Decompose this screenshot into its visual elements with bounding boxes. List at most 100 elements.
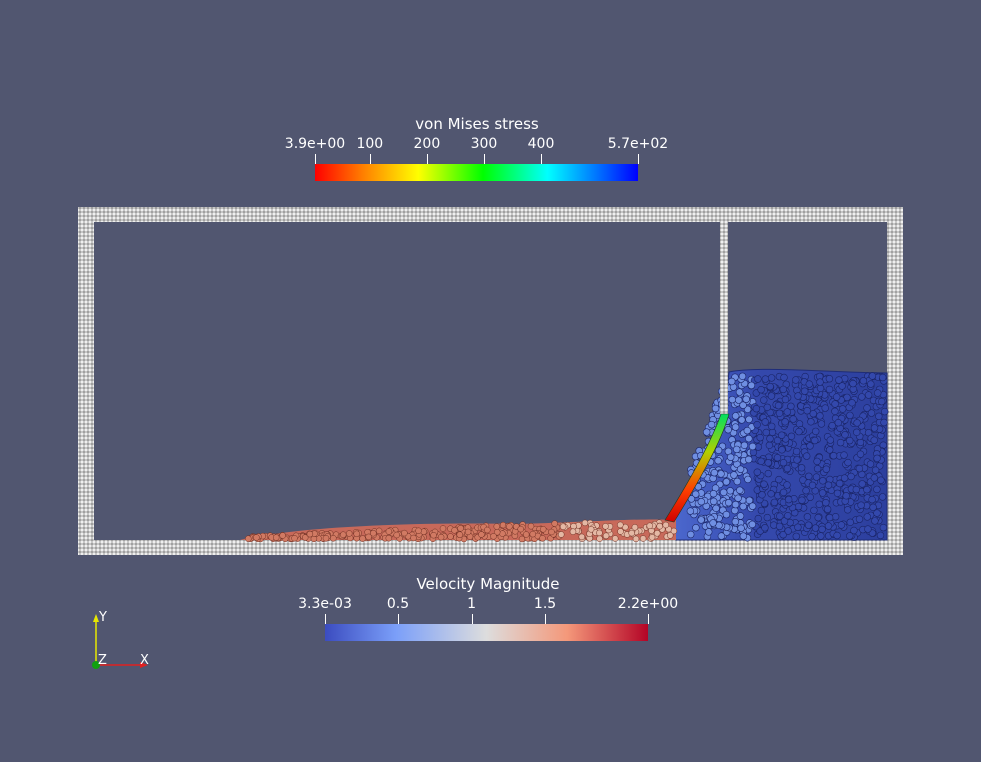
water-particle xyxy=(742,395,750,403)
velocity-tick-mark xyxy=(648,614,649,624)
water-particle xyxy=(763,403,771,411)
velocity-tick-label: 2.2e+00 xyxy=(617,596,679,612)
water-particle xyxy=(757,457,765,465)
water-particle xyxy=(734,494,742,502)
water-particle xyxy=(858,480,866,488)
surge-particle xyxy=(639,535,647,542)
water-particle xyxy=(816,412,824,420)
water-particle xyxy=(789,415,797,423)
elastic-gate-upper xyxy=(720,222,728,414)
tank-right-wall xyxy=(887,207,903,555)
water-particle xyxy=(710,469,719,477)
water-particle xyxy=(744,475,752,484)
water-particle xyxy=(866,460,875,468)
water-particle xyxy=(779,488,788,497)
surge-particle xyxy=(548,528,555,536)
elastic-gate-bent xyxy=(664,413,730,523)
surge-particle xyxy=(484,526,491,534)
water-particle xyxy=(822,465,830,473)
surge-particles xyxy=(245,519,678,543)
water-particle xyxy=(764,459,772,467)
surge-particle xyxy=(646,522,654,530)
stress-legend-title: von Mises stress xyxy=(415,115,539,133)
water-particle xyxy=(779,530,787,539)
water-particle xyxy=(877,397,886,406)
water-particle xyxy=(780,373,788,382)
water-particle xyxy=(824,522,833,530)
water-particle xyxy=(807,418,815,426)
axis-x-label: X xyxy=(140,653,149,668)
water-particle xyxy=(864,525,872,533)
water-particle xyxy=(756,433,764,442)
velocity-tick-mark xyxy=(472,614,473,624)
water-particle xyxy=(697,498,705,506)
surge-particle xyxy=(617,528,624,535)
water-particle xyxy=(802,452,811,460)
surge-particle xyxy=(596,529,603,537)
water-particle xyxy=(877,476,885,484)
water-particle xyxy=(815,500,823,508)
water-particle xyxy=(878,373,887,382)
water-particle xyxy=(833,489,842,497)
surge-particle xyxy=(439,525,447,532)
water-particle xyxy=(794,502,803,511)
water-particle xyxy=(810,506,818,515)
water-particle xyxy=(868,495,876,504)
velocity-colorbar[interactable] xyxy=(325,624,648,641)
water-particle xyxy=(777,431,786,439)
water-particle xyxy=(863,513,871,521)
water-particle xyxy=(745,415,753,424)
surge-particle xyxy=(353,530,360,538)
surge-particle xyxy=(253,534,260,541)
water-particle xyxy=(840,451,848,459)
water-particle xyxy=(779,385,787,394)
water-particle xyxy=(869,503,877,511)
water-particle xyxy=(709,519,717,527)
surge-particle xyxy=(581,519,589,527)
water-particle xyxy=(739,401,747,409)
surge-particle xyxy=(415,527,422,535)
water-particle xyxy=(870,424,879,432)
water-particle xyxy=(857,501,865,509)
water-particle xyxy=(835,479,844,488)
water-particle xyxy=(722,478,731,486)
water-particle xyxy=(752,405,761,413)
water-particle xyxy=(879,523,888,532)
water-particle xyxy=(818,489,827,497)
tank-walls xyxy=(78,207,903,555)
water-particle xyxy=(880,407,889,416)
water-particle xyxy=(867,409,876,417)
stress-tick-mark xyxy=(427,154,428,164)
surge-particle xyxy=(559,523,567,530)
water-particle xyxy=(767,422,776,431)
water-particle xyxy=(754,375,762,383)
water-particle xyxy=(764,469,772,478)
stress-tick-label: 3.9e+00 xyxy=(284,136,346,152)
water-particle xyxy=(714,446,723,454)
water-particle xyxy=(738,416,746,424)
surge-particle xyxy=(666,532,674,539)
water-particle xyxy=(821,404,829,412)
surge-particle xyxy=(632,535,640,543)
water-particle xyxy=(845,436,854,445)
water-particle xyxy=(763,513,771,522)
surge-particle xyxy=(401,529,408,537)
water-particle xyxy=(766,382,774,391)
stress-colorbar[interactable] xyxy=(315,164,638,181)
water-particle xyxy=(800,387,809,395)
water-particle xyxy=(826,436,834,444)
water-particle xyxy=(875,412,883,420)
water-particle xyxy=(873,454,881,462)
water-particle xyxy=(816,384,825,392)
water-particle xyxy=(868,372,877,380)
surge-particle xyxy=(447,533,454,540)
water-particle xyxy=(843,506,852,514)
surge-particle xyxy=(451,527,458,534)
water-particle xyxy=(816,378,824,386)
axes-triad-icon xyxy=(92,614,148,669)
water-particle xyxy=(828,422,836,430)
water-particle xyxy=(804,521,813,529)
water-particle xyxy=(863,404,871,412)
